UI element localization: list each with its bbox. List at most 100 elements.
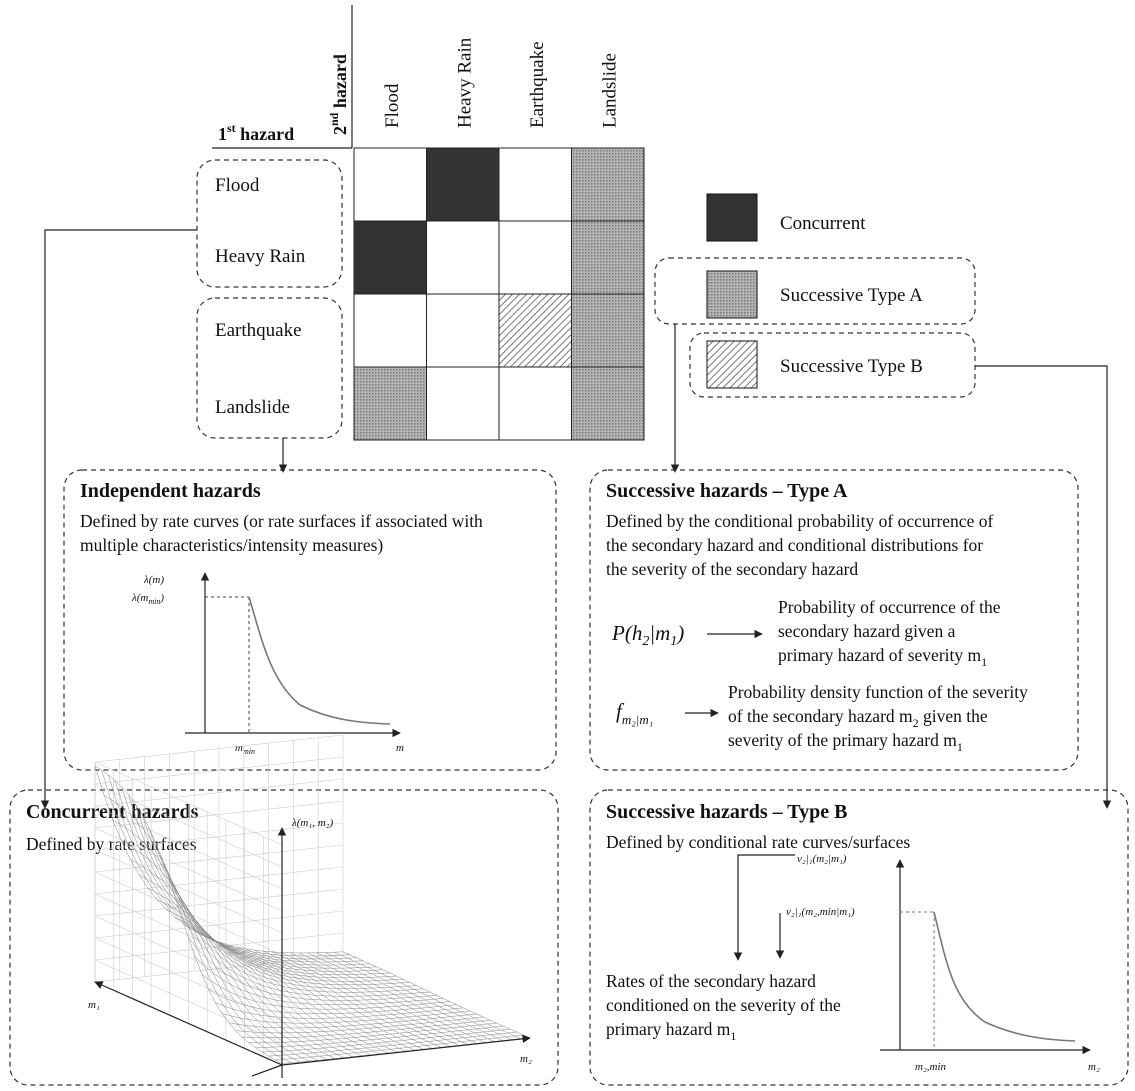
- typeA-panel: Successive hazards – Type A Defined by t…: [589, 469, 1079, 771]
- surface-mesh-line: [130, 859, 318, 1061]
- typeA-eq1-desc1: Probability of occurrence of the: [778, 597, 1001, 617]
- surface-mesh-line: [254, 949, 442, 1048]
- typeB-line1: Defined by conditional rate curves/surfa…: [606, 832, 910, 852]
- legend-swatch-typeB: [706, 340, 758, 389]
- column-label: Landslide: [600, 53, 621, 128]
- surface-mesh-line: [165, 908, 354, 1058]
- matrix-cell-typeA: [571, 220, 645, 295]
- concurrent-panel: Concurrent hazards Defined by rate surfa…: [9, 734, 559, 1086]
- column-label: Heavy Rain: [455, 37, 476, 128]
- surface-mesh-line: [218, 941, 407, 1052]
- surface-wall-line: [94, 805, 283, 890]
- interaction-matrix: [353, 147, 645, 441]
- independent-hazards-panel: Independent hazards Defined by rate curv…: [63, 469, 557, 771]
- surface-mesh-line: [174, 917, 362, 1057]
- independent-line1: Defined by rate curves (or rate surfaces…: [80, 511, 483, 531]
- typeA-eq2: fm₂|m₁: [616, 699, 653, 727]
- surface-mesh-line: [112, 819, 300, 1063]
- matrix-cell-none: [498, 147, 572, 222]
- surface-mesh-line: [245, 948, 433, 1049]
- typeB-bracket-arrow: [733, 854, 795, 961]
- surface-mesh-line: [227, 944, 416, 1051]
- typeA-line1: Defined by the conditional probability o…: [606, 511, 993, 531]
- surface-mesh-line: [103, 794, 292, 1063]
- typeA-line2: the secondary hazard and conditional dis…: [606, 535, 983, 555]
- concurrent-ylabel: m₂: [520, 1053, 532, 1065]
- rate-surface-grid: [94, 734, 531, 1066]
- surface-mesh-line: [289, 952, 478, 1044]
- surface-mesh-line: [134, 803, 384, 972]
- row-label: Flood: [215, 175, 260, 196]
- typeB-desc2: conditioned on the severity of the: [606, 995, 841, 1015]
- column-label: Flood: [382, 83, 403, 128]
- surface-mesh-line: [342, 951, 531, 1039]
- matrix-cell-typeA: [571, 147, 645, 222]
- legend-label-concurrent: Concurrent: [780, 213, 866, 234]
- surface-wall-line: [94, 827, 283, 912]
- typeB-xlabel: m₂: [1088, 1061, 1100, 1073]
- matrix-cell-none: [498, 220, 572, 295]
- row-labels: Flood Heavy Rain Earthquake Landslide: [215, 175, 306, 418]
- column-labels: Flood Heavy Rain Earthquake Landslide: [382, 37, 621, 128]
- surface-mesh-line: [263, 950, 451, 1047]
- concurrent-line1: Defined by rate surfaces: [26, 834, 197, 854]
- typeA-eq2-desc3: severity of the primary hazard m1: [728, 730, 963, 754]
- matrix-cell-typeA: [353, 366, 427, 441]
- row-label: Earthquake: [215, 320, 302, 341]
- arrow-to-typeB: [975, 365, 1112, 809]
- matrix-cell-none: [426, 220, 500, 295]
- surface-mesh-line: [139, 874, 327, 1060]
- independent-rate-curve: [248, 596, 391, 725]
- concurrent-title: Concurrent hazards: [26, 801, 199, 823]
- surface-mesh-line: [201, 934, 389, 1054]
- row-label: Heavy Rain: [215, 246, 306, 267]
- arrow-to-concurrent: [40, 229, 197, 809]
- matrix-cell-typeA: [571, 293, 645, 368]
- independent-ylabel: λ(m): [143, 574, 164, 586]
- typeB-title: Successive hazards – Type B: [606, 801, 848, 823]
- surface-mesh-line: [156, 899, 345, 1058]
- surface-wall-line: [94, 778, 344, 807]
- independent-group-box-top: [196, 159, 343, 288]
- typeA-line3: the severity of the secondary hazard: [606, 559, 858, 579]
- surface-mesh-line: [94, 765, 283, 1064]
- typeA-eq1-desc3: primary hazard of severity m1: [778, 645, 987, 669]
- surface-wall-line: [94, 734, 344, 763]
- surface-wall-line: [94, 800, 344, 829]
- matrix-cell-none: [353, 147, 427, 222]
- surface-wall-line: [94, 756, 344, 785]
- independent-xtick: mmin: [235, 742, 255, 756]
- independent-xlabel: m: [396, 742, 404, 754]
- typeB-ylabel: ν₂|₁(m₂|m₁): [797, 853, 847, 865]
- surface-mesh-line: [298, 952, 486, 1044]
- surface-wall-line: [94, 761, 283, 846]
- typeA-box: [589, 469, 1079, 771]
- surface-mesh-line: [271, 951, 460, 1046]
- matrix-cell-typeB: [498, 293, 572, 368]
- surface-wall-line: [94, 822, 344, 851]
- matrix-cell-none: [498, 366, 572, 441]
- matrix-cell-none: [426, 366, 500, 441]
- concurrent-box: [9, 789, 559, 1086]
- typeA-eq2-desc1: Probability density function of the seve…: [728, 682, 1028, 702]
- surface-wall-line: [94, 849, 283, 934]
- row-label: Landslide: [215, 397, 290, 418]
- independent-ytick: λ(mmin): [131, 592, 164, 606]
- surface-wall-line: [94, 783, 283, 868]
- legend-typeB-box: [689, 332, 976, 398]
- legend: Concurrent Successive Type A Successive …: [654, 193, 976, 398]
- surface-mesh-line: [333, 951, 522, 1040]
- independent-title: Independent hazards: [80, 480, 261, 502]
- typeA-eq1-desc2: secondary hazard given a: [778, 621, 956, 641]
- surface-mesh-line: [147, 888, 336, 1059]
- surface-mesh-line: [307, 952, 495, 1043]
- typeB-ytick: ν₂|₁(m₂,min|m₁): [786, 906, 855, 918]
- concurrent-x-axis: [94, 981, 283, 1066]
- typeA-eq1: P(h2|m1): [611, 621, 684, 649]
- legend-label-typeB: Successive Type B: [780, 356, 923, 377]
- independent-box: [63, 469, 557, 771]
- typeB-box: [589, 789, 1129, 1086]
- surface-mesh-line: [192, 929, 380, 1055]
- legend-label-typeA: Successive Type A: [780, 285, 923, 306]
- typeB-xtick: m₂,min: [915, 1061, 947, 1073]
